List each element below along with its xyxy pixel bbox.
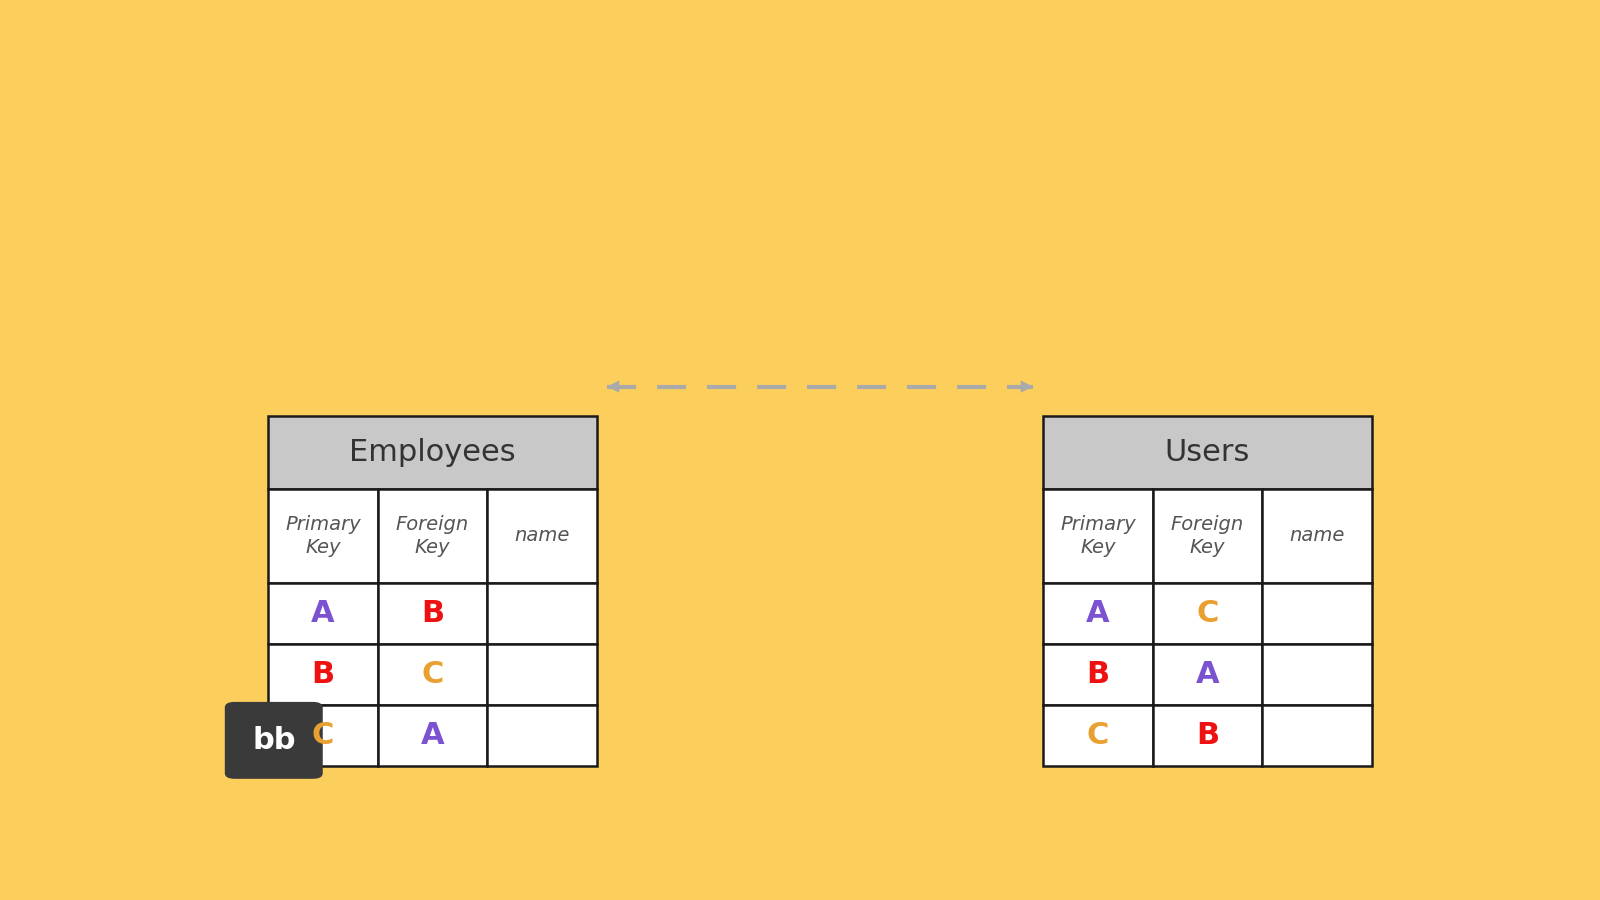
Text: A: A — [421, 721, 445, 750]
Text: Users: Users — [1165, 438, 1250, 467]
Text: A: A — [1086, 598, 1110, 627]
Bar — [378, 582, 488, 644]
Text: C: C — [1197, 598, 1219, 627]
Text: bb: bb — [253, 726, 296, 755]
Bar — [1043, 705, 1152, 766]
Bar — [269, 490, 378, 582]
Text: C: C — [1086, 721, 1109, 750]
Bar — [1262, 582, 1371, 644]
Text: B: B — [1195, 721, 1219, 750]
Text: name: name — [1290, 526, 1344, 545]
Bar — [269, 417, 597, 490]
Text: Primary
Key: Primary Key — [1061, 515, 1136, 557]
Bar — [378, 705, 488, 766]
Bar — [378, 644, 488, 705]
Bar — [1152, 705, 1262, 766]
Bar — [1262, 705, 1371, 766]
Bar — [378, 490, 488, 582]
Bar — [1043, 644, 1152, 705]
Bar — [1152, 644, 1262, 705]
Bar — [269, 582, 378, 644]
Bar — [269, 705, 378, 766]
Text: C: C — [421, 660, 443, 688]
Text: name: name — [514, 526, 570, 545]
Text: Employees: Employees — [349, 438, 515, 467]
Text: B: B — [421, 598, 445, 627]
Text: A: A — [310, 598, 334, 627]
Bar — [269, 644, 378, 705]
Bar — [1262, 490, 1371, 582]
Bar — [488, 582, 597, 644]
Bar — [1262, 644, 1371, 705]
Bar — [488, 705, 597, 766]
FancyBboxPatch shape — [224, 702, 323, 778]
Text: Foreign
Key: Foreign Key — [395, 515, 469, 557]
Text: A: A — [1195, 660, 1219, 688]
Text: C: C — [312, 721, 334, 750]
Bar — [1043, 417, 1371, 490]
Bar — [488, 644, 597, 705]
Bar — [1043, 582, 1152, 644]
Bar — [488, 490, 597, 582]
Bar — [1043, 490, 1152, 582]
Text: Foreign
Key: Foreign Key — [1171, 515, 1245, 557]
Bar — [1152, 490, 1262, 582]
Text: B: B — [312, 660, 334, 688]
Text: B: B — [1086, 660, 1109, 688]
Text: Primary
Key: Primary Key — [285, 515, 360, 557]
Bar — [1152, 582, 1262, 644]
